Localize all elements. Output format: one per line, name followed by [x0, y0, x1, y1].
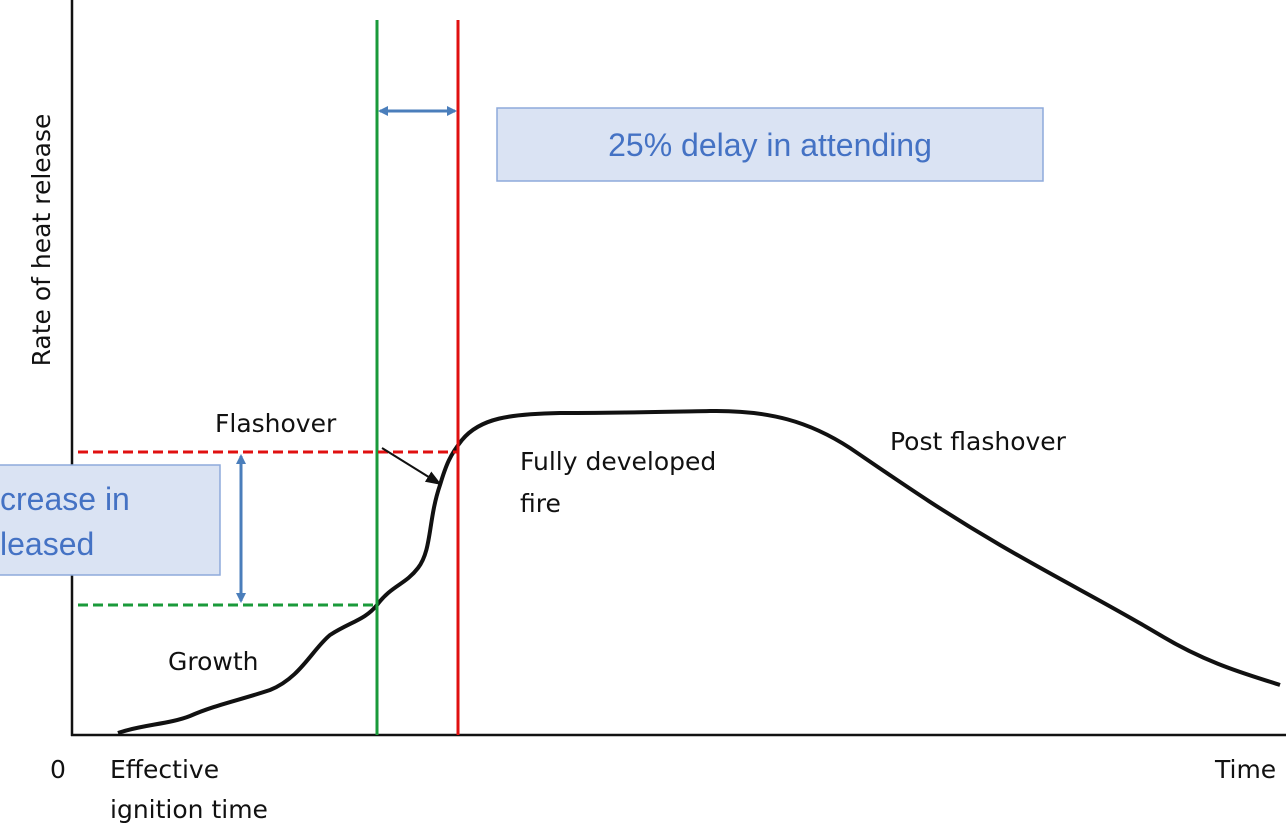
- fully-developed-label: Fully developed: [520, 447, 716, 476]
- fully-developed-label: fire: [520, 489, 561, 518]
- y-axis-label: Rate of heat release: [27, 114, 56, 367]
- x-start-label: Effective: [110, 755, 219, 784]
- delay-text: 25% delay in attending: [608, 127, 932, 163]
- delay-box: [496, 107, 1044, 182]
- origin-label: 0: [50, 755, 66, 784]
- growth-label: Growth: [168, 647, 259, 676]
- heat-release-curve: [117, 408, 1281, 735]
- x-start-label: ignition time: [110, 795, 268, 824]
- increase-box: [0, 464, 221, 576]
- flashover-pointer: [381, 447, 442, 486]
- flashover-label: Flashover: [215, 409, 337, 438]
- post-flashover-label: Post flashover: [890, 427, 1067, 456]
- increase-text: leased: [0, 526, 94, 562]
- x-axis-label: Time: [1214, 755, 1276, 784]
- increase-text: crease in: [0, 481, 130, 517]
